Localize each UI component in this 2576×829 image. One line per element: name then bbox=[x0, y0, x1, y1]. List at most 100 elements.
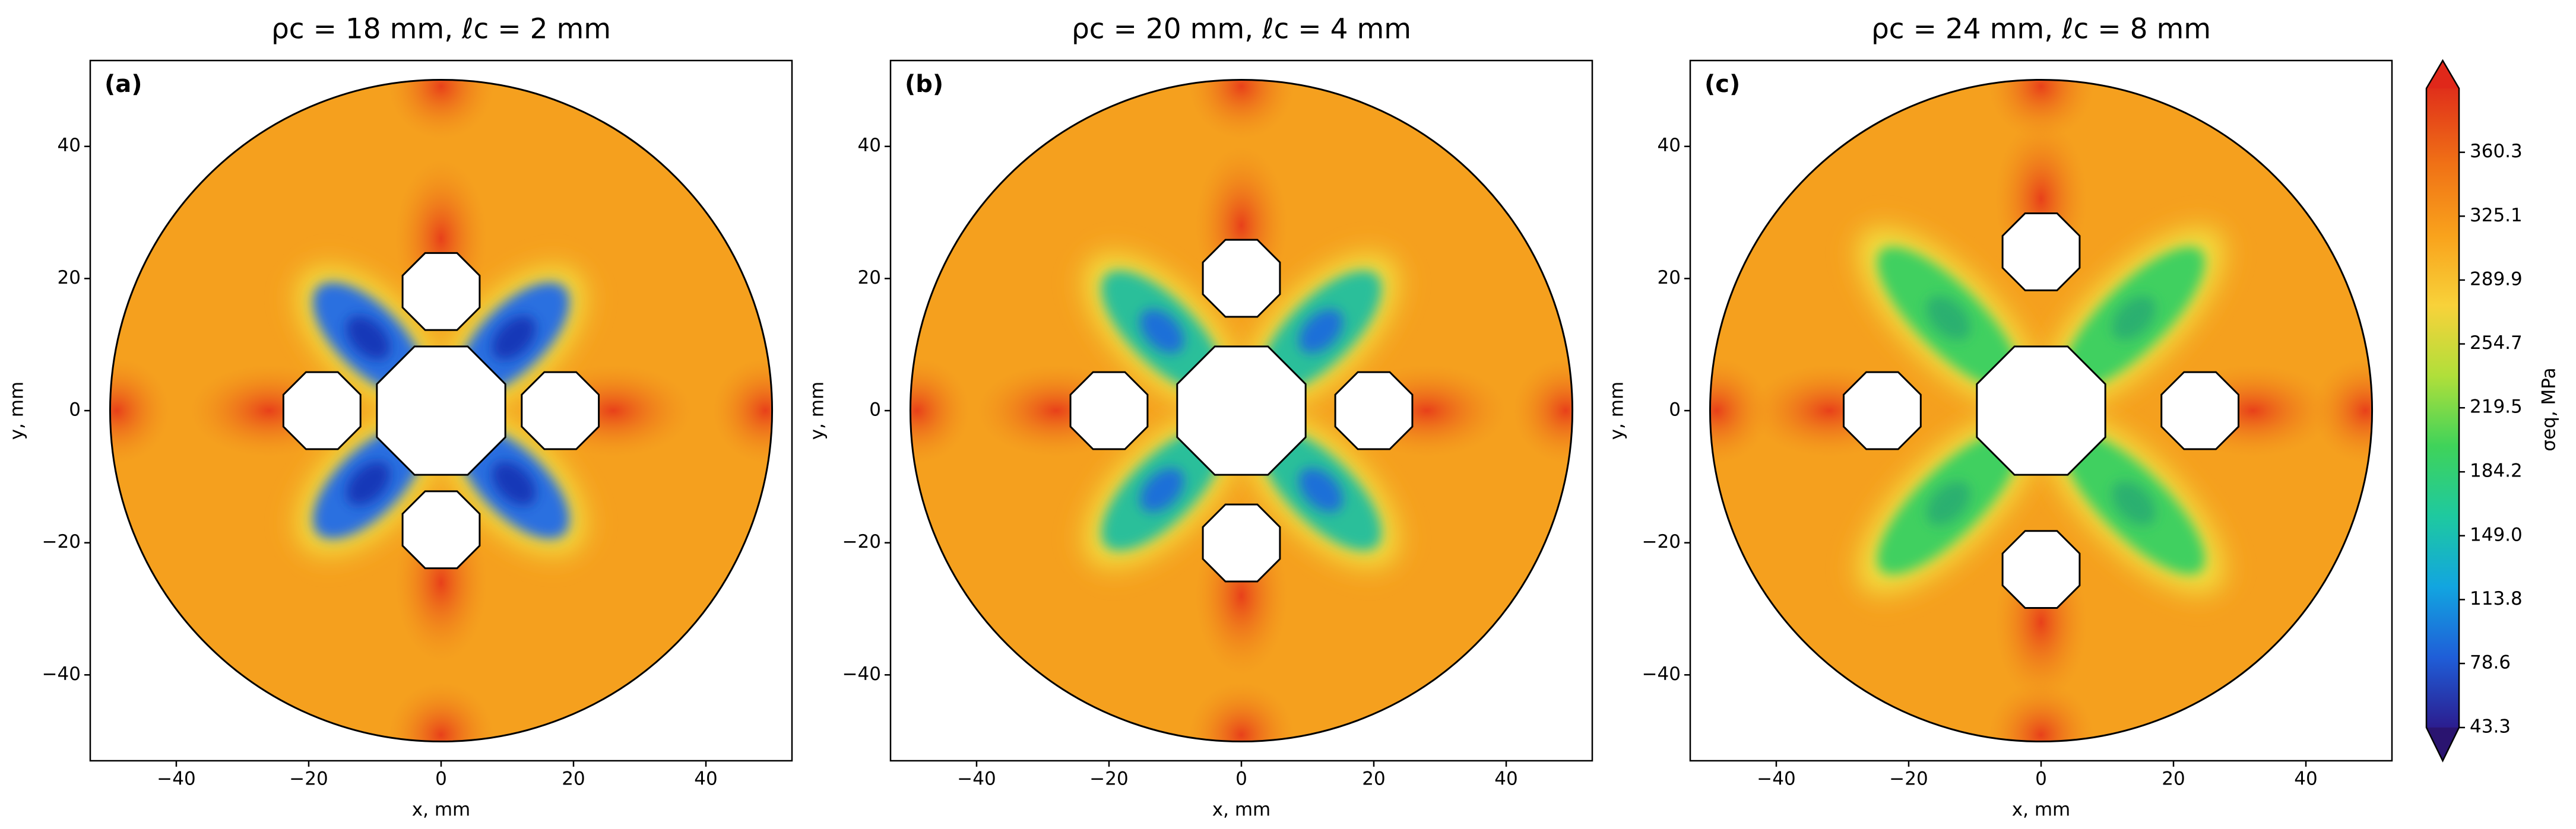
colorbar-extend-bottom bbox=[2426, 728, 2459, 761]
colorbar-gradient bbox=[2426, 88, 2459, 728]
x-axis-label: x, mm bbox=[412, 799, 470, 821]
colorbar-tick-label: 254.7 bbox=[2470, 332, 2523, 354]
colorbar-tick-label: 360.3 bbox=[2470, 141, 2523, 162]
x-tick-label: 0 bbox=[1235, 768, 1247, 790]
y-tick-label: 0 bbox=[1669, 399, 1681, 421]
hot-zone bbox=[1988, 682, 2095, 742]
low-core bbox=[346, 461, 391, 506]
chart-title: ρc = 20 mm, ℓc = 4 mm bbox=[1072, 13, 1411, 46]
panel: −40 −20 0 20 40 −40 −20 0 20 40 ρc = 20 mm, ℓc = 4… bbox=[807, 13, 1593, 821]
hot-zone bbox=[1988, 80, 2095, 139]
colorbar-outline bbox=[2425, 59, 2460, 763]
y-tick-label: 0 bbox=[69, 399, 81, 421]
hot-zone bbox=[910, 357, 970, 464]
panel-label: (a) bbox=[104, 71, 142, 98]
x-tick-label: 20 bbox=[2162, 768, 2185, 790]
panel-label: (b) bbox=[905, 71, 943, 98]
x-axis-label: x, mm bbox=[2012, 799, 2070, 821]
low-core bbox=[492, 316, 536, 360]
x-tick-label: 20 bbox=[562, 768, 585, 790]
hot-zone bbox=[1710, 357, 1770, 464]
colorbar-tick-label: 113.8 bbox=[2470, 588, 2523, 609]
hot-zone bbox=[1513, 357, 1573, 464]
x-tick-label: −20 bbox=[289, 768, 328, 790]
hole bbox=[1069, 371, 1149, 450]
x-tick-label: −20 bbox=[1889, 768, 1928, 790]
colorbar-tick-label: 78.6 bbox=[2470, 652, 2511, 674]
low-core bbox=[1926, 296, 1971, 341]
y-tick-label: −20 bbox=[42, 531, 81, 552]
y-axis-label: y, mm bbox=[7, 382, 28, 440]
y-axis-label: y, mm bbox=[1607, 382, 1628, 440]
low-core bbox=[1926, 481, 1971, 526]
x-tick-label: 40 bbox=[2294, 768, 2317, 790]
y-tick-label: −40 bbox=[842, 663, 881, 685]
hole bbox=[2001, 530, 2081, 609]
hole bbox=[282, 371, 362, 450]
x-tick-label: −40 bbox=[1757, 768, 1795, 790]
colorbar-tick-label: 184.2 bbox=[2470, 460, 2523, 482]
disk-edge bbox=[1709, 78, 2374, 743]
low-core bbox=[1298, 309, 1344, 354]
disk-edge bbox=[909, 78, 1574, 743]
hole bbox=[1176, 345, 1307, 476]
chart-title: ρc = 24 mm, ℓc = 8 mm bbox=[1871, 13, 2211, 46]
hot-zone bbox=[1188, 682, 1295, 742]
hole bbox=[1842, 371, 1922, 450]
colorbar-tick-label: 289.9 bbox=[2470, 268, 2523, 290]
low-core bbox=[2111, 296, 2156, 341]
x-axis-label: x, mm bbox=[1212, 799, 1270, 821]
hot-zone bbox=[1188, 80, 1295, 139]
x-tick-label: 0 bbox=[2035, 768, 2047, 790]
colorbar: 43.3 78.6 113.8 149.0 184.2 219.5 254.7 289.9 32… bbox=[2425, 59, 2560, 763]
low-core bbox=[492, 461, 536, 506]
x-tick-label: −40 bbox=[957, 768, 996, 790]
colorbar-tick-label: 43.3 bbox=[2470, 716, 2511, 738]
y-tick-label: −20 bbox=[1642, 531, 1681, 552]
low-core bbox=[1139, 309, 1184, 354]
low-core bbox=[2111, 481, 2156, 526]
colorbar-tick-label: 149.0 bbox=[2470, 524, 2523, 545]
chart-title: ρc = 18 mm, ℓc = 2 mm bbox=[271, 13, 611, 46]
y-tick-label: 0 bbox=[869, 399, 881, 421]
y-tick-label: 20 bbox=[1658, 267, 1681, 288]
y-tick-label: −40 bbox=[1642, 663, 1681, 685]
hole bbox=[1334, 371, 1414, 450]
x-tick-label: 40 bbox=[694, 768, 717, 790]
stress-field bbox=[910, 80, 1573, 742]
hole bbox=[2001, 212, 2081, 291]
y-tick-label: 20 bbox=[58, 267, 81, 288]
hole bbox=[401, 252, 481, 331]
y-tick-label: −40 bbox=[42, 663, 81, 685]
x-tick-label: 20 bbox=[1362, 768, 1385, 790]
hole bbox=[1976, 345, 2106, 476]
y-tick-label: −20 bbox=[842, 531, 881, 552]
hot-zone bbox=[2312, 357, 2372, 464]
y-tick-label: 40 bbox=[858, 135, 881, 156]
hole bbox=[1202, 239, 1281, 318]
y-tick-label: 40 bbox=[1658, 135, 1681, 156]
colorbar-tick-label: 219.5 bbox=[2470, 396, 2523, 418]
x-tick-label: 40 bbox=[1494, 768, 1517, 790]
hot-zone bbox=[110, 357, 170, 464]
low-core bbox=[1298, 468, 1344, 513]
hole bbox=[1202, 503, 1281, 583]
disk-edge bbox=[109, 78, 774, 743]
low-core bbox=[346, 316, 391, 360]
hole bbox=[2160, 371, 2240, 450]
x-tick-label: −40 bbox=[157, 768, 195, 790]
panel: −40 −20 0 20 40 −40 −20 0 20 40 ρc = 24 mm, ℓc = 8… bbox=[1607, 13, 2393, 821]
y-axis-label: y, mm bbox=[807, 382, 828, 440]
y-tick-label: 40 bbox=[58, 135, 81, 156]
colorbar-label: σeq, MPa bbox=[2539, 367, 2560, 451]
y-tick-label: 20 bbox=[858, 267, 881, 288]
panel-label: (c) bbox=[1704, 71, 1740, 98]
hot-zone bbox=[388, 80, 495, 139]
colorbar-tick-label: 325.1 bbox=[2470, 205, 2523, 226]
colorbar-extend-top bbox=[2426, 61, 2459, 88]
low-core bbox=[1139, 468, 1184, 513]
hole bbox=[376, 345, 506, 476]
panel: −40 −20 0 20 40 −40 −20 0 20 40 ρc = 18 mm, ℓc = 2… bbox=[7, 13, 793, 821]
hot-zone bbox=[712, 357, 772, 464]
